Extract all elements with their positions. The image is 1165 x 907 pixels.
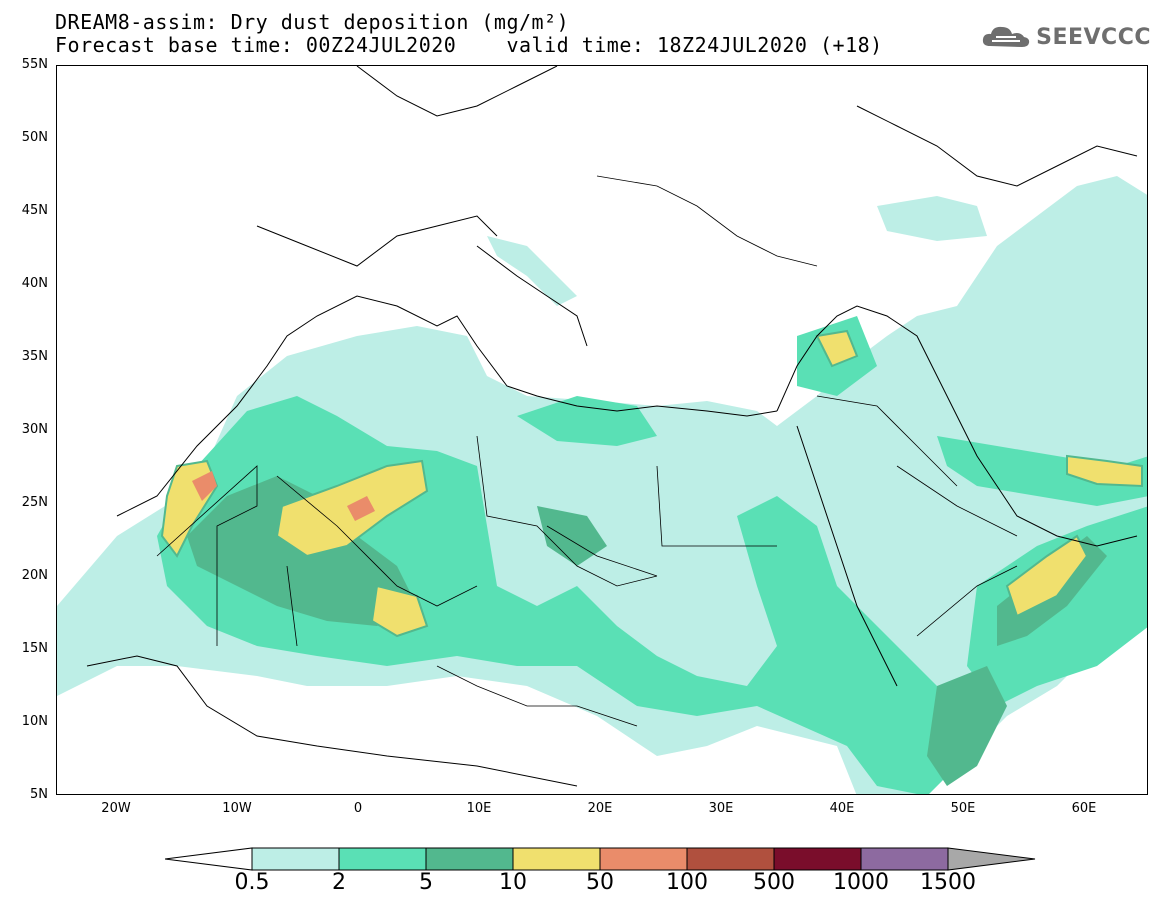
colorbar-swatch: [599, 847, 688, 871]
lat-label: 40N: [21, 276, 48, 291]
dust-deposition-map: [56, 65, 1148, 795]
colorbar-swatch: [338, 847, 427, 871]
colorbar-label: 50: [586, 870, 614, 895]
country-borders: [156, 175, 1018, 727]
lat-label: 50N: [21, 130, 48, 145]
lon-label: 20W: [101, 801, 131, 816]
lon-label: 0: [353, 801, 363, 816]
lon-label: 50E: [950, 801, 976, 816]
colorbar-label: 1500: [920, 870, 976, 895]
lat-label: 30N: [21, 422, 48, 437]
colorbar-label: 100: [666, 870, 708, 895]
colorbar-swatch: [425, 847, 514, 871]
colorbar-swatch: [686, 847, 775, 871]
lat-label: 15N: [21, 641, 48, 656]
colorbar-label: 1000: [833, 870, 889, 895]
colorbar-swatch: [860, 847, 949, 871]
lat-label: 55N: [21, 57, 48, 72]
colorbar-swatch: [251, 847, 340, 871]
colorbar-label: 500: [753, 870, 795, 895]
colorbar-label: 0.5: [234, 870, 270, 895]
map-canvas: [57, 66, 1147, 794]
lon-label: 60E: [1071, 801, 1097, 816]
cloud-icon: [983, 26, 1030, 47]
lat-label: 25N: [21, 495, 48, 510]
coastlines: [86, 66, 1138, 787]
lon-label: 40E: [829, 801, 855, 816]
lat-label: 45N: [21, 203, 48, 218]
lon-label: 10W: [222, 801, 252, 816]
colorbar-swatch: [773, 847, 862, 871]
lon-label: 30E: [708, 801, 734, 816]
lat-label: 10N: [21, 714, 48, 729]
lon-label: 10E: [466, 801, 492, 816]
colorbar-label: 10: [499, 870, 527, 895]
colorbar-upper-triangle: [947, 847, 1036, 871]
seevccc-logo: SEEVCCC: [980, 22, 1151, 52]
lon-label: 20E: [587, 801, 613, 816]
map-title: DREAM8-assim: Dry dust deposition (mg/m²…: [55, 10, 570, 34]
logo-text: SEEVCCC: [1036, 24, 1151, 50]
colorbar-legend: [165, 847, 1036, 871]
colorbar-label: 2: [332, 870, 346, 895]
lat-label: 35N: [21, 349, 48, 364]
forecast-time-line: Forecast base time: 00Z24JUL2020 valid t…: [55, 33, 883, 57]
lat-label: 5N: [30, 787, 48, 802]
colorbar-swatch: [512, 847, 601, 871]
lat-label: 20N: [21, 568, 48, 583]
colorbar-label: 5: [419, 870, 433, 895]
colorbar-lower-triangle: [165, 847, 253, 871]
deposition-50-100: [192, 471, 375, 521]
